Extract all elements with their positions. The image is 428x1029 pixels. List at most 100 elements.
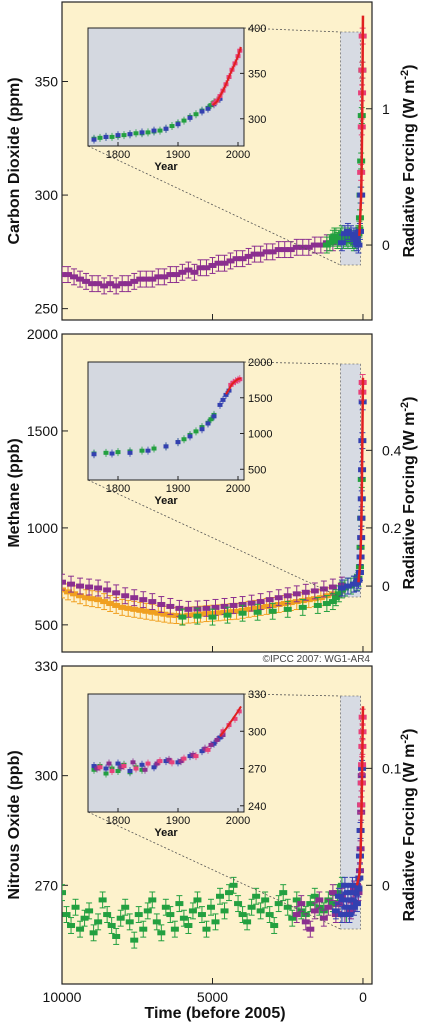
data-point <box>76 583 85 589</box>
inset-data-point <box>127 450 133 455</box>
data-point <box>325 240 334 246</box>
inset-data-point <box>220 397 226 402</box>
y2-tick-label: 0.1 <box>382 760 402 776</box>
inset-data-point <box>169 760 175 765</box>
inset-data-point <box>97 765 103 770</box>
data-point <box>116 915 125 921</box>
data-point <box>334 893 343 899</box>
data-point <box>142 276 151 282</box>
data-point <box>142 608 151 614</box>
data-point <box>223 612 232 618</box>
data-point <box>234 901 243 907</box>
inset-y-tick-label: 500 <box>248 464 266 476</box>
data-point <box>238 610 247 616</box>
inset-y-tick-label: 330 <box>248 689 266 701</box>
inset-data-point <box>202 746 208 751</box>
inset-connector <box>243 27 341 33</box>
data-point <box>232 256 241 262</box>
data-point <box>265 597 274 603</box>
data-point <box>82 595 91 601</box>
inset-data-point <box>91 452 97 457</box>
data-point <box>220 908 229 914</box>
inset-y-tick-label: 400 <box>248 23 266 35</box>
data-point <box>352 901 361 907</box>
inset-frame <box>87 361 245 481</box>
data-point <box>143 908 152 914</box>
data-point <box>274 901 283 907</box>
data-point <box>292 897 301 903</box>
data-point <box>301 919 310 925</box>
data-point <box>166 612 175 618</box>
data-point <box>62 272 66 278</box>
y2-tick-label: 0.2 <box>382 520 402 536</box>
data-point <box>148 276 157 282</box>
data-point <box>118 281 127 287</box>
inset-data-layer <box>91 375 243 459</box>
data-point <box>208 262 217 268</box>
inset-data-point <box>145 130 151 135</box>
data-point <box>130 937 139 943</box>
data-point <box>226 609 235 615</box>
inset-data-point <box>139 767 145 772</box>
data-point <box>331 595 340 601</box>
data-point <box>85 584 94 590</box>
inset-data-point <box>142 767 148 772</box>
y2-axis-title-close: ) <box>401 397 418 402</box>
data-point <box>160 611 169 617</box>
data-point <box>98 897 107 903</box>
data-point <box>67 923 76 929</box>
inset-y-tick-label: 300 <box>248 114 266 126</box>
inset-data-point <box>157 759 163 764</box>
data-point <box>274 247 283 253</box>
inset-data-point <box>193 112 199 117</box>
data-point <box>334 591 343 597</box>
inset-x-axis-title: Year <box>154 495 178 507</box>
data-point <box>316 242 325 248</box>
data-point <box>130 278 139 284</box>
inset-data-point <box>151 446 157 451</box>
data-layer <box>62 374 367 626</box>
data-point <box>172 613 181 619</box>
data-point <box>178 614 187 620</box>
data-point <box>310 908 319 914</box>
y2-axis-title-close: ) <box>401 729 418 734</box>
inset-data-point <box>94 766 100 771</box>
y2-axis-title-sup: -2 <box>399 402 411 412</box>
data-point <box>345 912 354 918</box>
x-tick-label: 0 <box>359 989 367 1005</box>
data-point <box>310 242 319 248</box>
inset-data-point <box>106 761 112 766</box>
data-point <box>202 926 211 932</box>
data-point <box>121 593 130 599</box>
inset-data-point <box>139 448 145 453</box>
inset-data-point <box>154 761 160 766</box>
data-point <box>324 904 333 910</box>
data-point <box>319 915 328 921</box>
data-point <box>188 908 197 914</box>
inset-data-point <box>115 133 121 138</box>
data-point <box>94 919 103 925</box>
y2-axis-title: Radiative Forcing (W m-2) <box>399 65 418 258</box>
inset-data-point <box>163 126 169 131</box>
inset-y-tick-label: 300 <box>248 726 266 738</box>
inset-data-point <box>115 761 121 766</box>
data-point <box>179 915 188 921</box>
inset-data-point <box>157 128 163 133</box>
data-point <box>247 600 256 606</box>
data-point <box>76 926 85 932</box>
data-point <box>348 882 357 888</box>
inset-data-point <box>232 716 238 721</box>
instrumental-trend-line <box>357 377 365 583</box>
data-point <box>339 897 348 903</box>
inset-data-point <box>223 392 229 397</box>
y-tick-label: 500 <box>35 617 59 633</box>
y2-axis-title-sup: -2 <box>399 734 411 744</box>
y2-axis-title: Radiative Forcing (W m-2) <box>399 729 418 922</box>
data-point <box>316 595 325 601</box>
data-point <box>154 274 163 280</box>
inset-data-point <box>103 450 109 455</box>
data-point <box>265 912 274 918</box>
inset-y-tick-label: 240 <box>248 801 266 813</box>
data-point <box>283 593 292 599</box>
inset-x-tick-label: 1900 <box>166 815 190 827</box>
